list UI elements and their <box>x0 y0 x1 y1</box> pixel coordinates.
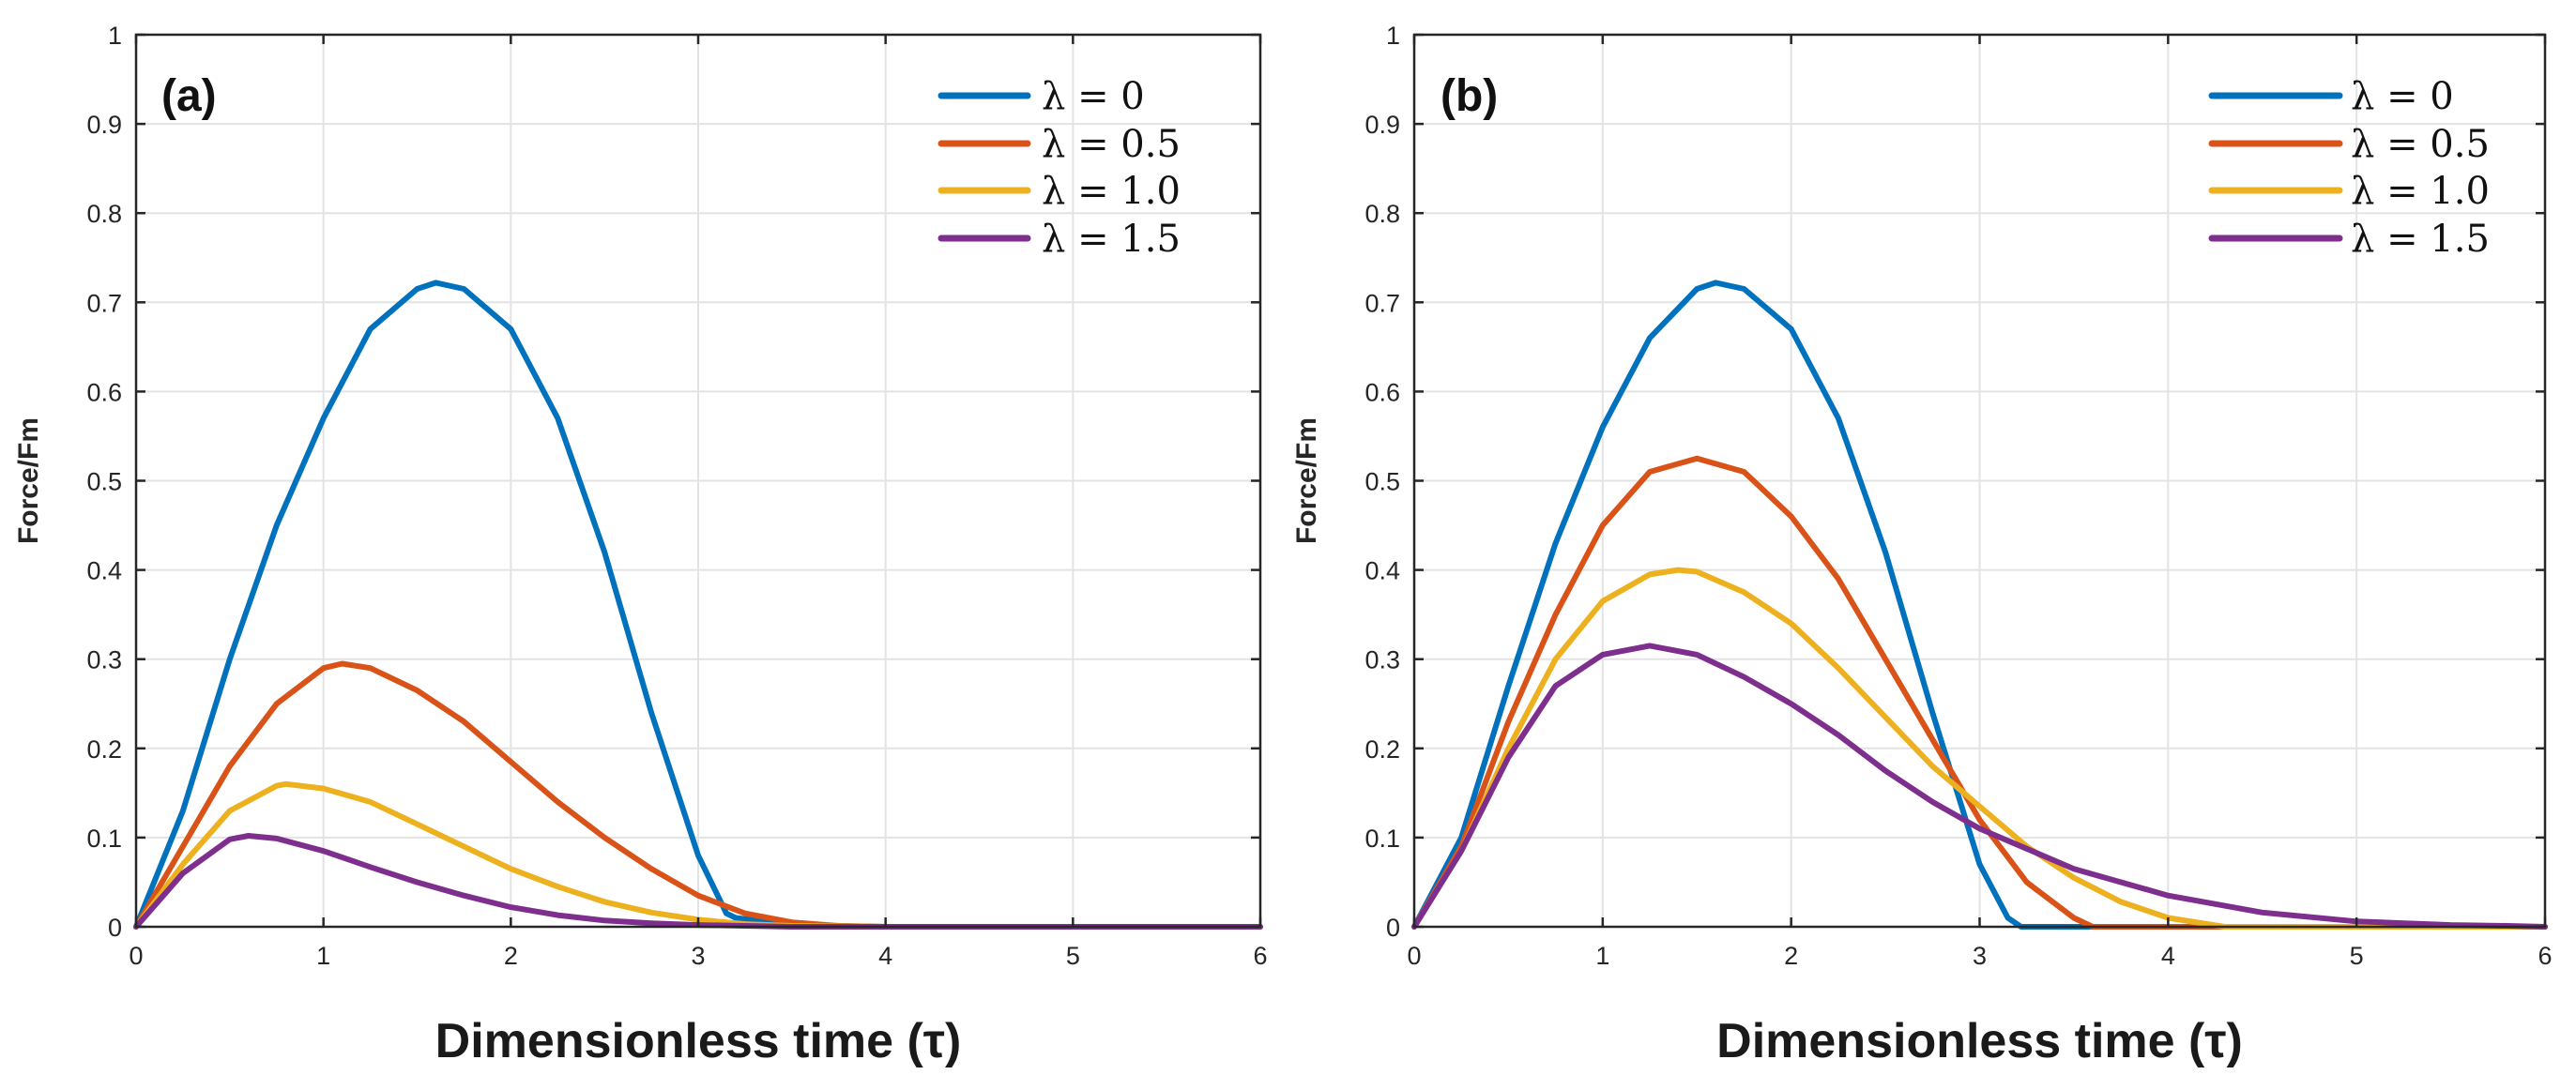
x-tick-label: 6 <box>1253 942 1267 970</box>
chart-a: 0 1 2 3 4 5 6 0 0.1 0.2 0.3 0.4 0.5 0.6 0.7 0.8 0.9 1 Forc… <box>13 22 1268 1068</box>
y-axis-label: Force/Fm <box>1291 417 1322 544</box>
x-tick-label: 1 <box>1595 942 1609 970</box>
x-axis-label: Dimensionless time (τ) <box>1716 1014 2243 1068</box>
y-tick-label: 1 <box>1386 22 1400 50</box>
y-tick-label: 0.8 <box>86 200 122 228</box>
x-tick-label: 4 <box>878 942 892 970</box>
y-tick-label: 0.9 <box>86 111 122 139</box>
x-tick-label: 6 <box>2538 942 2552 970</box>
y-tick-label: 0.2 <box>86 735 122 764</box>
y-tick-label: 0.5 <box>86 468 122 496</box>
y-tick-label: 0.3 <box>86 646 122 674</box>
y-tick-label: 0.7 <box>86 289 122 317</box>
legend-label-1: λ = 0.5 <box>2351 123 2490 166</box>
legend-label-2: λ = 1.0 <box>2351 170 2490 213</box>
y-tick-label: 0.6 <box>1364 378 1400 406</box>
y-tick-label: 0 <box>108 914 122 942</box>
x-tick-label: 0 <box>1407 942 1421 970</box>
x-tick-label: 5 <box>1066 942 1080 970</box>
y-tick-label: 0.4 <box>1364 557 1400 585</box>
y-tick-label: 0.3 <box>1364 646 1400 674</box>
x-tick-label: 3 <box>1973 942 1987 970</box>
legend-label-3: λ = 1.5 <box>2351 218 2490 261</box>
x-tick-label: 2 <box>1784 942 1798 970</box>
panel-label: (a) <box>161 71 217 121</box>
y-tick-label: 0.1 <box>86 825 122 853</box>
panel-label: (b) <box>1440 71 1498 121</box>
y-tick-label: 0 <box>1386 914 1400 942</box>
x-tick-label: 2 <box>504 942 518 970</box>
legend-label-0: λ = 0 <box>1042 75 1145 118</box>
x-tick-label: 3 <box>691 942 705 970</box>
series-line-3 <box>1411 643 2548 930</box>
y-tick-label: 0.4 <box>86 557 122 585</box>
x-axis-label: Dimensionless time (τ) <box>435 1014 962 1068</box>
y-tick-label: 1 <box>108 22 122 50</box>
y-tick-label: 0.9 <box>1364 111 1400 139</box>
x-tick-label: 5 <box>2350 942 2364 970</box>
x-tick-label: 0 <box>129 942 143 970</box>
y-tick-label: 0.7 <box>1364 289 1400 317</box>
legend-label-2: λ = 1.0 <box>1042 170 1181 213</box>
x-tick-label: 1 <box>316 942 330 970</box>
y-tick-label: 0.1 <box>1364 825 1400 853</box>
y-tick-label: 0.8 <box>1364 200 1400 228</box>
chart-b: 0 1 2 3 4 5 6 0 0.1 0.2 0.3 0.4 0.5 0.6 0.7 0.8 0.9 1 Forc… <box>1291 22 2553 1068</box>
y-axis-label: Force/Fm <box>13 417 44 544</box>
legend-label-1: λ = 0.5 <box>1042 123 1181 166</box>
x-tick-label: 4 <box>2161 942 2175 970</box>
series-line-2 <box>1411 567 2548 930</box>
y-tick-label: 0.5 <box>1364 468 1400 496</box>
legend-label-0: λ = 0 <box>2351 75 2454 118</box>
legend-label-3: λ = 1.5 <box>1042 218 1181 261</box>
y-tick-label: 0.2 <box>1364 735 1400 764</box>
y-tick-label: 0.6 <box>86 378 122 406</box>
